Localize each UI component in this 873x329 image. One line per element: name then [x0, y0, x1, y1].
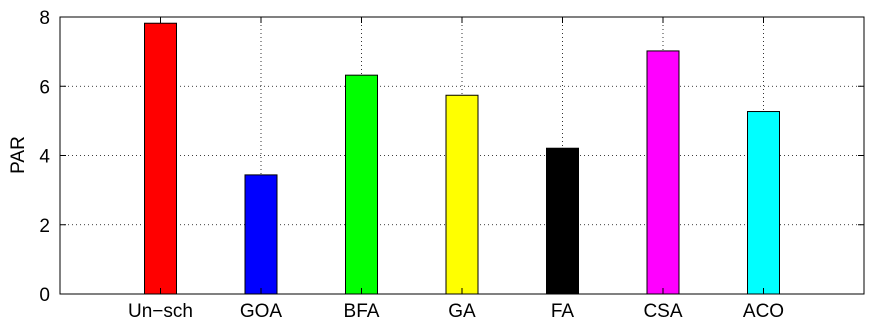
- x-tick-label: Un−sch: [128, 301, 193, 322]
- bar-ga: [445, 94, 479, 295]
- x-tick-label: GOA: [240, 301, 283, 322]
- bar-aco: [747, 111, 780, 295]
- bar-fa: [546, 147, 579, 295]
- bars: [144, 22, 780, 295]
- bar-csa: [646, 50, 680, 295]
- y-tick-label: 2: [39, 216, 50, 237]
- x-tick-label: GA: [448, 301, 476, 322]
- x-tick-label: ACO: [743, 301, 784, 322]
- x-tick-label: CSA: [643, 301, 682, 322]
- y-tick-label: 8: [39, 8, 50, 29]
- y-tick-label: 0: [39, 285, 50, 306]
- ticks: [60, 16, 864, 295]
- y-tick-label: 4: [39, 147, 50, 168]
- x-tick-label: BFA: [344, 301, 380, 322]
- x-tick-label: FA: [551, 301, 575, 322]
- bar-goa: [244, 174, 278, 295]
- bar-bfa: [345, 74, 378, 295]
- y-tick-label: 6: [39, 77, 50, 98]
- tick-labels: 0 2 4 6 8 Un−sch GOA BFA GA FA CSA ACO: [39, 8, 784, 322]
- bar-un-sch: [144, 22, 177, 295]
- y-axis-label: PAR: [8, 136, 29, 174]
